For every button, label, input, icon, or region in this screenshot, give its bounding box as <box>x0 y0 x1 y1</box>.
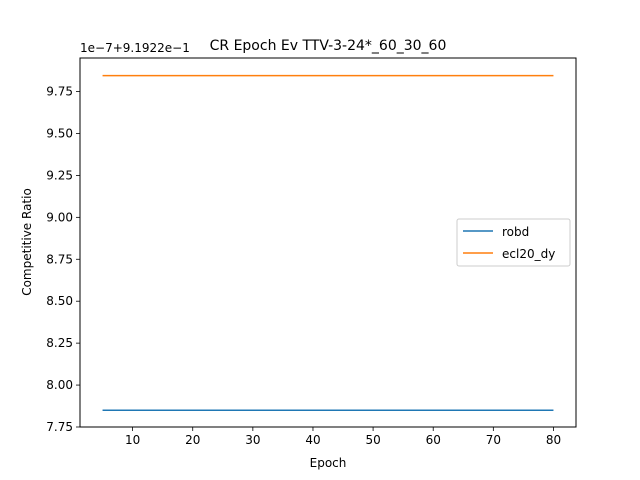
x-tick-label: 60 <box>426 433 441 447</box>
x-axis: 10 20 30 40 50 60 70 80 <box>125 427 561 447</box>
y-tick-label: 9.75 <box>46 85 73 99</box>
y-tick-label: 8.75 <box>46 252 73 266</box>
x-tick-label: 80 <box>546 433 561 447</box>
x-tick-label: 20 <box>185 433 200 447</box>
y-tick-label: 9.25 <box>46 168 73 182</box>
x-axis-label: Epoch <box>310 456 347 470</box>
series-layer <box>102 74 554 411</box>
chart-title: CR Epoch Ev TTV-3-24*_60_30_60 <box>210 38 447 54</box>
y-tick-label: 9.50 <box>46 126 73 140</box>
y-offset-text: 1e−7+9.1922e−1 <box>80 41 190 55</box>
y-axis-label: Competitive Ratio <box>20 188 34 296</box>
y-tick-label: 8.25 <box>46 336 73 350</box>
x-tick-label: 10 <box>125 433 140 447</box>
legend-label-robd: robd <box>502 225 529 239</box>
plot-frame <box>79 57 577 428</box>
y-tick-label: 7.75 <box>46 420 73 434</box>
y-tick-label: 9.00 <box>46 210 73 224</box>
y-tick-label: 8.50 <box>46 294 73 308</box>
x-tick-label: 30 <box>245 433 260 447</box>
x-tick-label: 50 <box>365 433 380 447</box>
legend: robd ecl20_dy <box>456 218 571 267</box>
x-tick-label: 70 <box>486 433 501 447</box>
y-axis: 7.75 8.00 8.25 8.50 8.75 9.00 9.25 9.50 9.75 <box>46 85 80 434</box>
legend-label-ecl20-dy: ecl20_dy <box>502 247 555 261</box>
x-tick-label: 40 <box>305 433 320 447</box>
y-tick-label: 8.00 <box>46 378 73 392</box>
